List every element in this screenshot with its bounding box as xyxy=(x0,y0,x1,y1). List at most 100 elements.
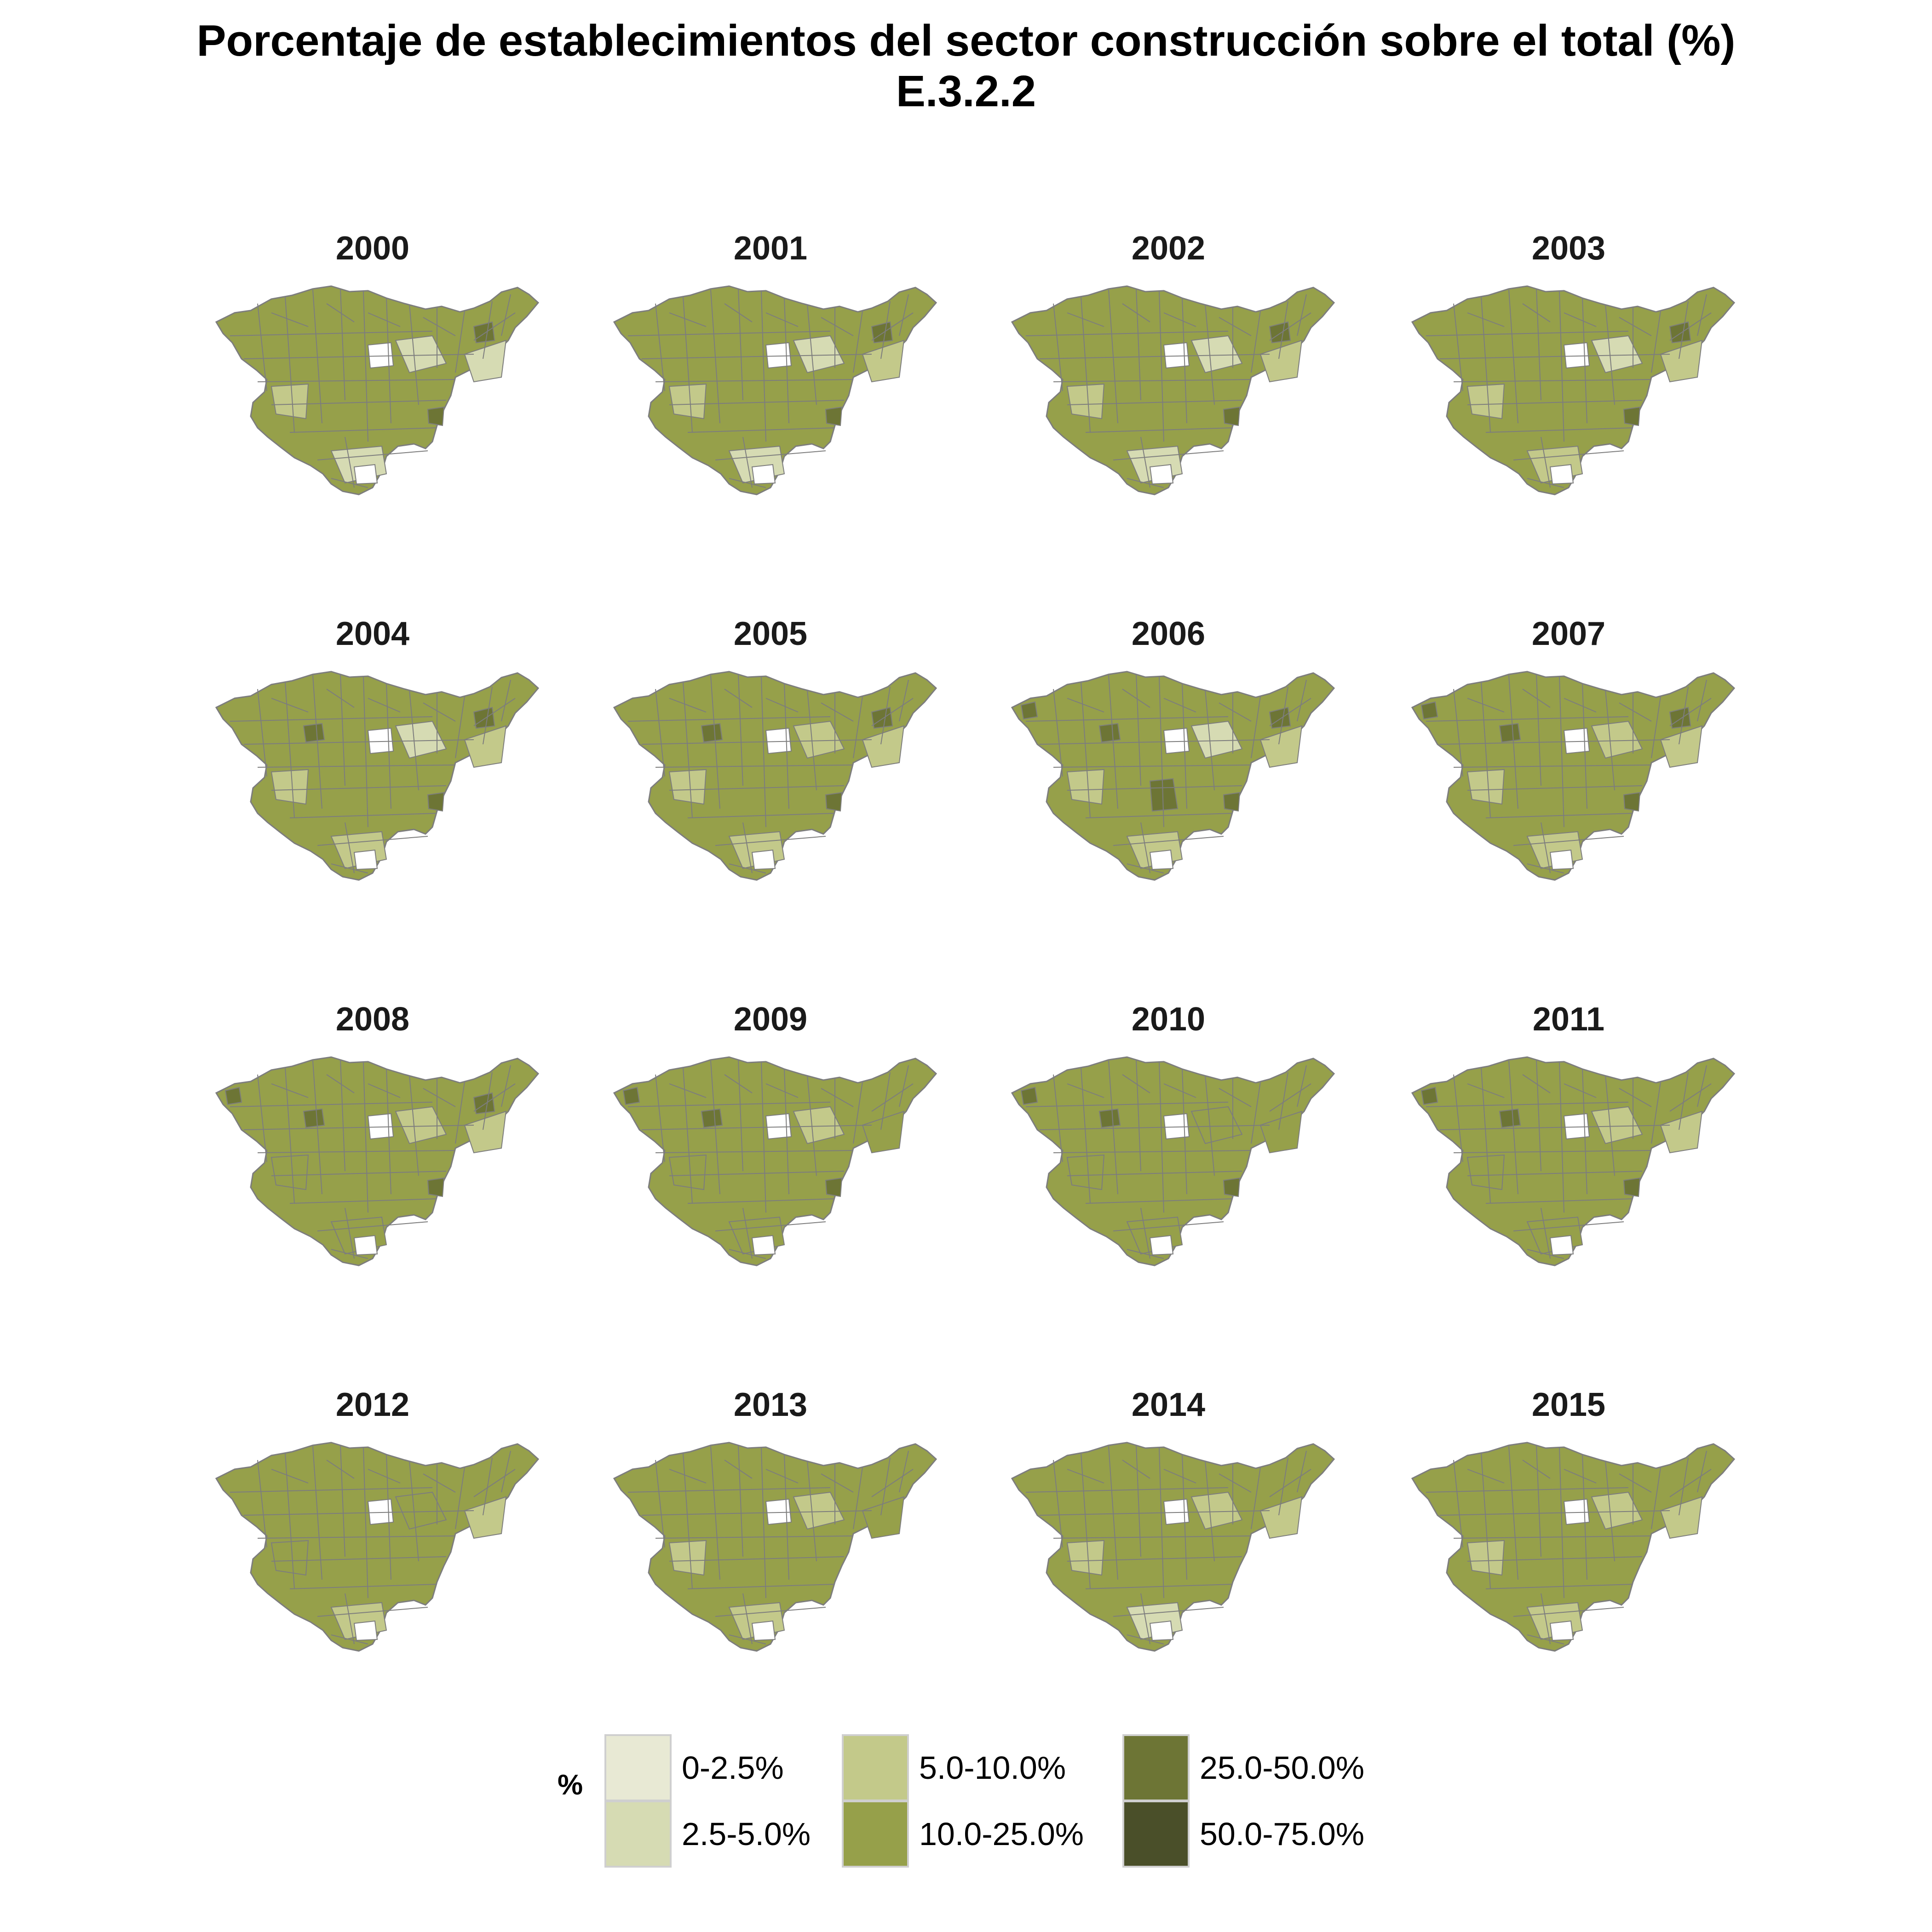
region-outline xyxy=(1411,1442,1736,1652)
municipality-border-13 xyxy=(271,1556,447,1562)
panel-title-2012: 2012 xyxy=(335,1386,410,1423)
municipality-zone-0 xyxy=(1591,335,1643,374)
municipality-border-5 xyxy=(386,298,391,424)
no-data-area-1 xyxy=(353,464,378,485)
municipality-border-20 xyxy=(1122,1460,1150,1479)
municipality-border-20 xyxy=(326,1074,355,1093)
panel-title-2003: 2003 xyxy=(1531,230,1606,267)
municipality-border-13 xyxy=(1067,400,1242,405)
municipality-border-4 xyxy=(1559,1062,1564,1213)
municipality-border-2 xyxy=(312,1446,322,1580)
municipality-border-16 xyxy=(1527,1634,1564,1644)
municipality-border-22 xyxy=(1219,1473,1252,1493)
municipality-border-22 xyxy=(1619,317,1652,336)
municipality-high-2 xyxy=(1499,1108,1521,1128)
municipality-high-0 xyxy=(1623,792,1641,812)
municipality-border-11 xyxy=(641,1510,872,1516)
municipality-border-23 xyxy=(1541,437,1551,488)
no-data-area-1 xyxy=(751,464,776,485)
municipality-high-0 xyxy=(427,1177,445,1197)
panel-title-2009: 2009 xyxy=(733,1001,808,1038)
municipality-border-2 xyxy=(1508,675,1518,809)
municipality-border-18 xyxy=(1669,1083,1712,1112)
panel-title-2007: 2007 xyxy=(1531,615,1606,652)
municipality-border-21 xyxy=(1163,312,1196,327)
municipality-border-15 xyxy=(1513,1221,1624,1231)
municipality-border-16 xyxy=(331,1249,368,1259)
region-outline xyxy=(613,1056,937,1266)
municipality-border-10 xyxy=(230,1102,433,1107)
municipality-border-8 xyxy=(455,1467,465,1530)
map-2010 xyxy=(1011,1056,1335,1266)
municipality-high-1 xyxy=(1669,707,1691,729)
municipality-border-0 xyxy=(655,303,665,391)
municipality-border-18 xyxy=(871,1083,914,1112)
municipality-border-10 xyxy=(1426,716,1629,722)
map-2012 xyxy=(215,1442,540,1652)
municipality-border-6 xyxy=(1205,1460,1215,1562)
municipality-border-12 xyxy=(1453,1535,1652,1539)
panel-title-2010: 2010 xyxy=(1131,1001,1206,1038)
map-2000 xyxy=(215,285,540,495)
municipality-border-8 xyxy=(853,310,863,373)
municipality-border-20 xyxy=(1122,689,1150,708)
municipality-border-16 xyxy=(1527,1249,1564,1259)
municipality-border-2 xyxy=(312,675,322,809)
municipality-border-20 xyxy=(326,689,355,708)
no-data-area-0 xyxy=(765,342,792,369)
municipality-zone-3 xyxy=(1259,725,1303,768)
municipality-border-9 xyxy=(880,1457,891,1516)
municipality-border-10 xyxy=(1426,1487,1629,1493)
municipality-border-12 xyxy=(257,765,456,768)
municipality-border-10 xyxy=(230,1487,433,1493)
municipality-border-10 xyxy=(1426,1102,1629,1107)
municipality-border-10 xyxy=(627,716,831,722)
municipality-border-11 xyxy=(243,354,474,359)
municipality-border-15 xyxy=(1513,1607,1624,1617)
municipality-border-1 xyxy=(1081,1067,1091,1204)
municipality-border-6 xyxy=(1205,690,1215,791)
municipality-border-19 xyxy=(669,1083,707,1098)
municipality-border-2 xyxy=(312,1060,322,1195)
no-data-area-0 xyxy=(1163,1113,1190,1140)
panel-title-2014: 2014 xyxy=(1131,1386,1206,1423)
municipality-border-16 xyxy=(1127,1249,1164,1259)
municipality-border-4 xyxy=(1159,1448,1164,1598)
municipality-high-3 xyxy=(1149,778,1179,812)
no-data-area-1 xyxy=(1149,849,1174,870)
municipality-border-13 xyxy=(669,785,845,791)
municipality-border-4 xyxy=(363,291,368,442)
municipality-border-9 xyxy=(483,301,493,359)
municipality-border-0 xyxy=(655,1460,665,1548)
municipality-zone-3 xyxy=(862,1496,905,1539)
municipality-border-21 xyxy=(368,312,401,327)
municipality-high-4 xyxy=(1420,701,1438,720)
region-outline xyxy=(613,285,937,495)
municipality-border-14 xyxy=(289,813,437,818)
municipality-border-2 xyxy=(710,1446,720,1580)
municipality-border-5 xyxy=(784,1454,789,1580)
municipality-border-6 xyxy=(1205,1075,1215,1176)
municipality-border-16 xyxy=(1527,863,1564,874)
municipality-border-11 xyxy=(243,739,474,745)
legend-key-2.5-5.0 xyxy=(604,1800,672,1868)
municipality-border-13 xyxy=(1467,400,1643,405)
municipality-border-12 xyxy=(655,379,854,382)
municipality-border-20 xyxy=(1522,303,1551,322)
municipality-zone-1 xyxy=(1466,1154,1505,1190)
municipality-border-20 xyxy=(724,689,753,708)
region-outline xyxy=(1011,1442,1335,1652)
municipality-border-8 xyxy=(1651,1081,1661,1144)
municipality-border-1 xyxy=(683,1067,693,1204)
map-2014 xyxy=(1011,1442,1335,1652)
municipality-border-23 xyxy=(1140,822,1150,874)
municipality-border-10 xyxy=(1426,331,1629,336)
municipality-border-5 xyxy=(784,1069,789,1195)
municipality-border-4 xyxy=(761,677,766,828)
municipality-border-14 xyxy=(687,1584,835,1589)
municipality-border-14 xyxy=(1485,427,1633,433)
municipality-border-21 xyxy=(1163,698,1196,713)
municipality-border-16 xyxy=(729,863,766,874)
municipality-border-22 xyxy=(1219,317,1252,336)
municipality-border-23 xyxy=(742,1208,753,1259)
